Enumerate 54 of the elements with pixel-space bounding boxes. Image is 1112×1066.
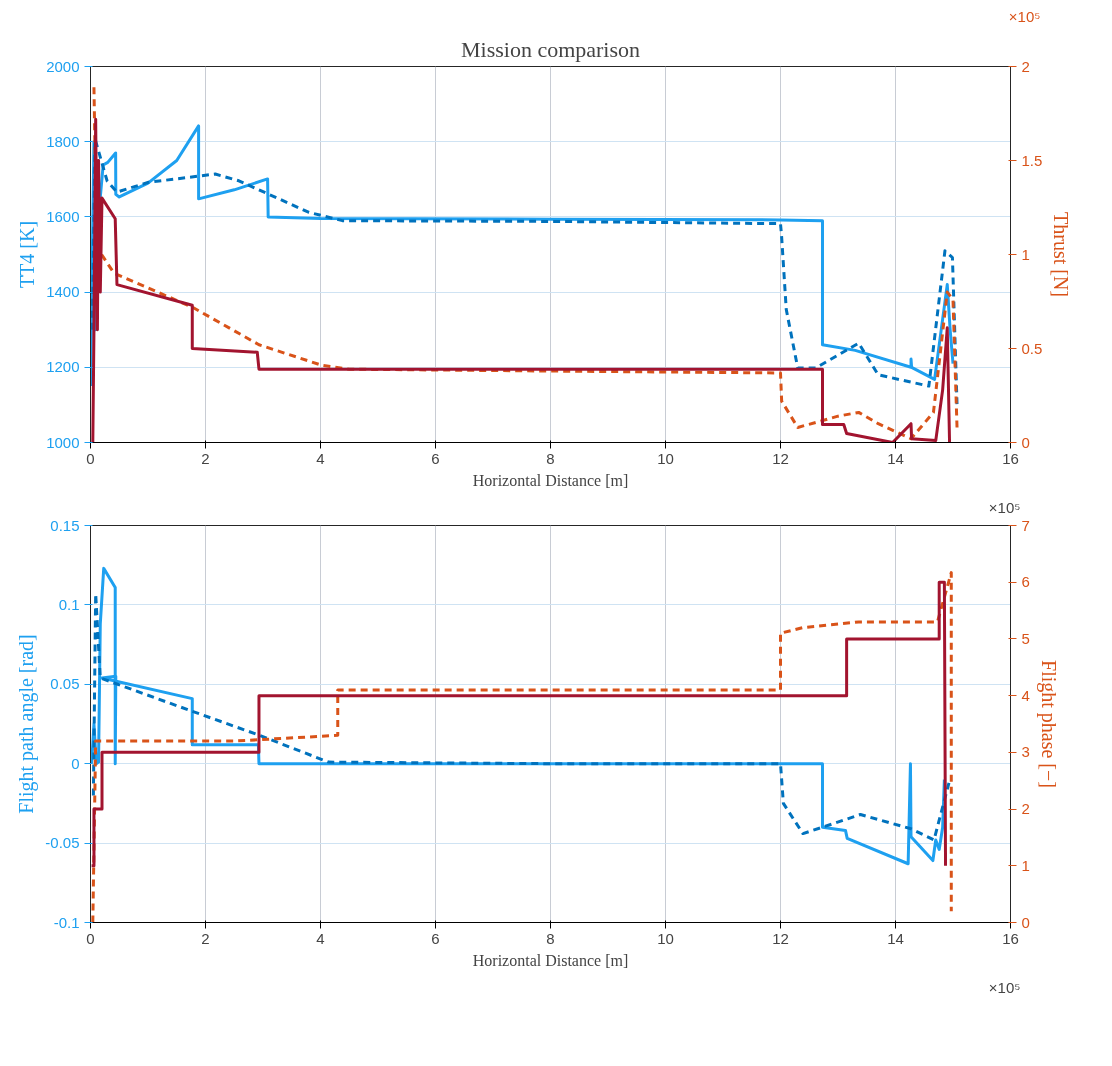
line-series xyxy=(91,571,953,923)
y-tick-label: 1000 xyxy=(46,433,80,451)
y-tick-label: 0.05 xyxy=(50,675,80,693)
x-tick-label: 12 xyxy=(772,449,789,467)
y-tick-label: 0.15 xyxy=(50,516,80,534)
text: ×10⁵ xyxy=(988,978,1021,996)
y2-tick-label: 2 xyxy=(1021,800,1030,818)
y-tick-label: 2000 xyxy=(46,57,80,75)
x-tick-label: 4 xyxy=(316,449,325,467)
x-tick-label: 16 xyxy=(1002,929,1019,947)
chart-title: Mission comparison xyxy=(460,36,641,62)
y2-axis-title: Thrust [N] xyxy=(1050,212,1073,297)
x-tick-label: 16 xyxy=(1002,449,1019,467)
x-tick-label: 14 xyxy=(887,929,904,947)
y2-tick-label: 3 xyxy=(1021,743,1030,761)
x-tick-label: 14 xyxy=(887,449,904,467)
y2-tick-label: 6 xyxy=(1021,573,1030,591)
x-tick-label: 10 xyxy=(657,449,674,467)
text: ×10⁵ xyxy=(988,498,1021,516)
y2-tick-label: 0 xyxy=(1021,913,1030,931)
y-tick-label: 1400 xyxy=(46,283,80,301)
x-tick-label: 6 xyxy=(431,929,440,947)
x-tick-label: 6 xyxy=(431,449,440,467)
x-tick-label: 8 xyxy=(546,449,555,467)
y-tick-label: -0.1 xyxy=(53,913,80,931)
x-tick-label: 4 xyxy=(316,929,325,947)
x-tick-label: 0 xyxy=(86,929,95,947)
x-tick-label: 10 xyxy=(657,929,674,947)
y2-tick-label: 4 xyxy=(1021,686,1030,704)
x-axis-title: Horizontal Distance [m] xyxy=(472,951,629,969)
y2-tick-label: 1.5 xyxy=(1021,151,1043,169)
y-tick-label: 1800 xyxy=(46,132,80,150)
y-tick-label: -0.05 xyxy=(45,834,80,852)
y2-axis-title: Flight phase [−] xyxy=(1036,660,1060,788)
y-tick-label: 1200 xyxy=(46,358,80,376)
x-tick-label: 0 xyxy=(86,449,95,467)
y-axis-title: TT4 [K] xyxy=(16,220,39,289)
y-tick-label: 0.1 xyxy=(58,595,80,613)
y2-tick-label: 2 xyxy=(1021,57,1030,75)
y2-tick-label: 0 xyxy=(1021,433,1030,451)
y2-tick-label: 7 xyxy=(1021,516,1030,534)
y2-tick-label: 1 xyxy=(1021,856,1030,874)
x-tick-label: 2 xyxy=(201,929,210,947)
y-tick-label: 1600 xyxy=(46,207,80,225)
y2-tick-label: 0.5 xyxy=(1021,339,1043,357)
x-axis-title: Horizontal Distance [m] xyxy=(472,471,629,489)
x-tick-label: 2 xyxy=(201,449,210,467)
y-axis-title: Flight path angle [rad] xyxy=(15,634,39,814)
x-tick-label: 8 xyxy=(546,929,555,947)
text: ×10⁵ xyxy=(1008,7,1041,25)
y2-tick-label: 5 xyxy=(1021,629,1030,647)
x-tick-label: 12 xyxy=(772,929,789,947)
y2-tick-label: 1 xyxy=(1021,245,1030,263)
y-tick-label: 0 xyxy=(71,754,80,772)
